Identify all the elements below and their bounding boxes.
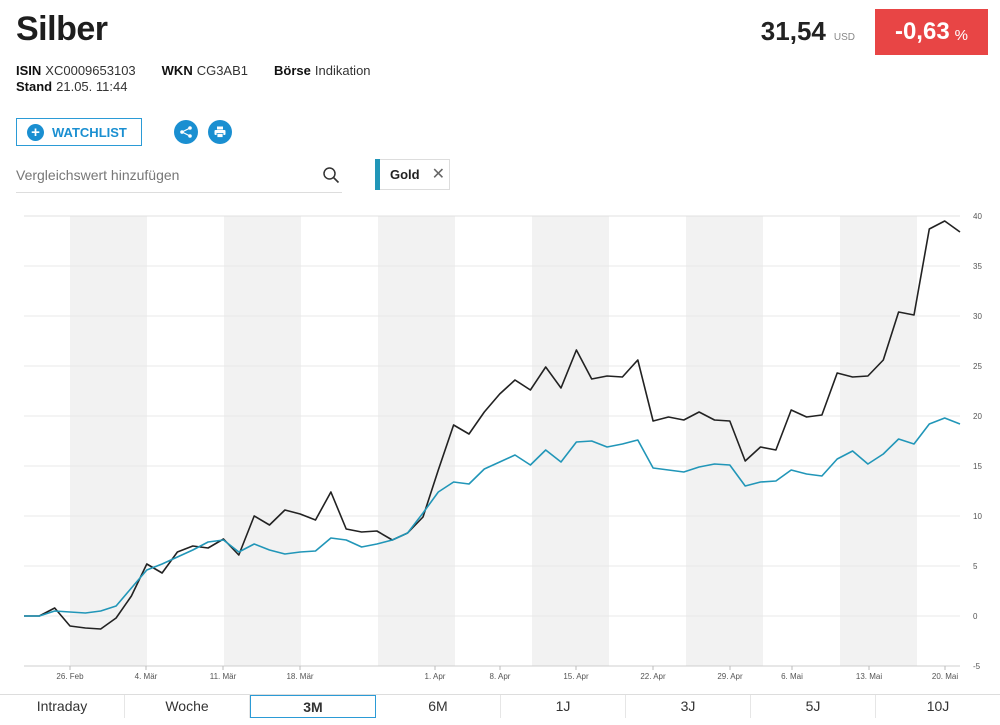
- print-button[interactable]: [208, 120, 232, 144]
- x-tick-label: 8. Apr: [490, 672, 511, 681]
- wkn-value: CG3AB1: [196, 63, 249, 78]
- y-tick-label: 5: [973, 562, 978, 571]
- x-tick-label: 13. Mai: [856, 672, 882, 681]
- watchlist-label: WATCHLIST: [52, 124, 127, 140]
- price-display: 31,54 USD: [761, 16, 855, 47]
- week-band: [224, 216, 301, 666]
- plus-icon: +: [27, 123, 44, 141]
- chip-label: Gold: [390, 167, 420, 182]
- search-icon[interactable]: [322, 166, 340, 184]
- range-tab-woche[interactable]: Woche: [125, 695, 250, 718]
- change-badge: -0,63 %: [875, 9, 988, 55]
- timestamp-row: Stand 21.05. 11:44: [16, 79, 127, 94]
- y-tick-label: 35: [973, 262, 982, 271]
- print-icon: [214, 126, 226, 138]
- range-tab-6m[interactable]: 6M: [376, 695, 501, 718]
- x-tick-label: 20. Mai: [932, 672, 958, 681]
- price-currency: USD: [833, 32, 855, 43]
- range-tab-3m[interactable]: 3M: [250, 695, 376, 718]
- compare-chip-gold: Gold ✕: [375, 159, 450, 190]
- x-tick-label: 4. Mär: [135, 672, 158, 681]
- y-tick-label: 0: [973, 612, 978, 621]
- chart-svg: -5 0 5 10 15 20 25 30 35 40 26. Feb 4. Mär 11. Mär 18…: [24, 212, 982, 681]
- chip-color-bar: [375, 159, 380, 190]
- range-tab-5j[interactable]: 5J: [751, 695, 876, 718]
- x-tick-label: 22. Apr: [640, 672, 666, 681]
- change-value: -0,63: [894, 18, 950, 45]
- page-title: Silber: [16, 10, 108, 48]
- compare-search: [16, 160, 342, 193]
- isin-value: XC0009653103: [45, 63, 136, 78]
- watchlist-button[interactable]: + WATCHLIST: [16, 118, 142, 146]
- range-tab-3j[interactable]: 3J: [626, 695, 751, 718]
- y-tick-label: 10: [973, 512, 982, 521]
- y-tick-label: 20: [973, 412, 982, 421]
- x-tick-label: 15. Apr: [563, 672, 589, 681]
- y-tick-label: 30: [973, 312, 982, 321]
- week-band: [686, 216, 763, 666]
- range-tabs: Intraday Woche 3M 6M 1J 3J 5J 10J: [0, 694, 1000, 718]
- change-unit: %: [954, 26, 969, 44]
- x-tick-label: 26. Feb: [56, 672, 84, 681]
- range-tab-1j[interactable]: 1J: [501, 695, 626, 718]
- y-tick-label: 40: [973, 212, 982, 221]
- wkn-label: WKN: [161, 63, 193, 78]
- share-icon: [180, 126, 192, 138]
- y-tick-label: 15: [973, 462, 982, 471]
- series-line-silber: [24, 220, 961, 630]
- stand-value: 21.05. 11:44: [56, 79, 128, 94]
- x-tick-label: 29. Apr: [717, 672, 743, 681]
- week-band: [378, 216, 455, 666]
- stand-label: Stand: [16, 79, 53, 94]
- price-value: 31,54: [760, 16, 826, 46]
- price-chart: -5 0 5 10 15 20 25 30 35 40 26. Feb 4. Mär 11. Mär 18…: [0, 210, 1000, 692]
- week-band: [532, 216, 609, 666]
- x-tick-label: 18. Mär: [286, 672, 313, 681]
- y-tick-label: -5: [973, 662, 981, 671]
- x-tick-label: 1. Apr: [425, 672, 446, 681]
- share-button[interactable]: [174, 120, 198, 144]
- range-tab-intraday[interactable]: Intraday: [0, 695, 125, 718]
- y-tick-label: 25: [973, 362, 982, 371]
- isin-label: ISIN: [16, 63, 42, 78]
- week-band: [70, 216, 147, 666]
- range-tab-10j[interactable]: 10J: [926, 698, 950, 714]
- series-line-gold: [24, 417, 961, 617]
- exchange-value: Indikation: [314, 63, 371, 78]
- close-icon[interactable]: ✕: [431, 165, 446, 183]
- compare-search-input[interactable]: [16, 160, 306, 190]
- exchange-label: Börse: [274, 63, 311, 78]
- x-tick-label: 6. Mai: [781, 672, 803, 681]
- instrument-ids: ISIN XC0009653103 WKN CG3AB1 Börse Indikation: [16, 63, 371, 78]
- x-tick-label: 11. Mär: [210, 672, 237, 681]
